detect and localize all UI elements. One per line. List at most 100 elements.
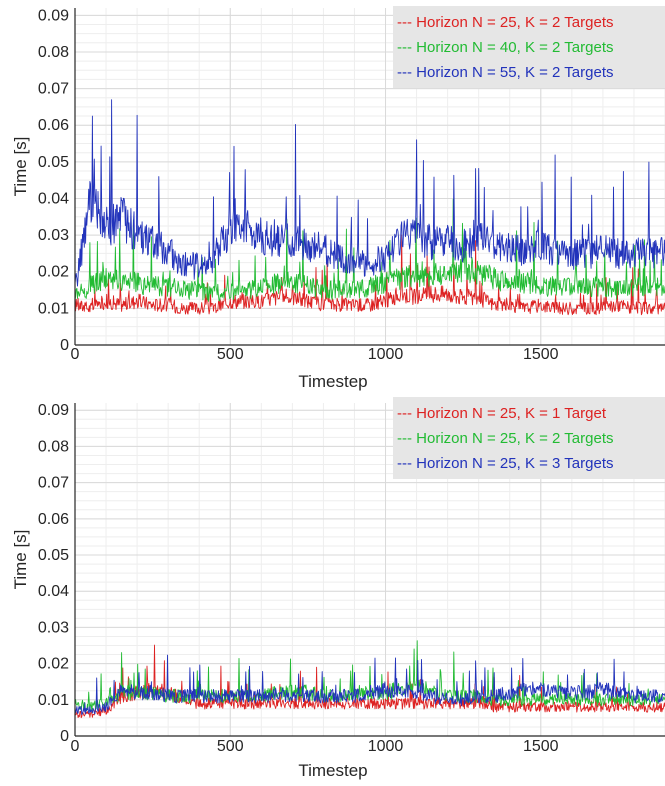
- x-tick-label: 1500: [523, 346, 559, 363]
- data-point: [509, 282, 511, 284]
- data-point: [524, 699, 526, 701]
- data-point: [136, 691, 138, 693]
- y-tick-label: 0.04: [38, 583, 69, 600]
- data-point: [493, 278, 495, 280]
- series-line-3: [74, 654, 665, 716]
- data-point: [648, 252, 650, 254]
- data-point: [648, 307, 650, 309]
- data-point: [400, 278, 402, 280]
- data-point: [462, 296, 464, 298]
- data-point: [462, 245, 464, 247]
- data-point: [509, 691, 511, 693]
- data-point: [477, 234, 479, 236]
- chart-top-svg: 0 500 1000 1500 0 0.01 0.02 0.03 0.04 0.05 0.06 0.0…: [11, 6, 665, 391]
- data-point: [446, 293, 448, 295]
- series-line-2: [74, 198, 665, 302]
- data-point: [617, 706, 619, 708]
- data-point: [214, 293, 216, 295]
- data-point: [446, 699, 448, 701]
- data-point: [493, 695, 495, 697]
- data-point: [555, 706, 557, 708]
- data-point: [602, 706, 604, 708]
- data-point: [446, 241, 448, 243]
- data-point: [493, 706, 495, 708]
- data-point: [431, 274, 433, 276]
- data-point: [260, 702, 262, 704]
- x-tick-label: 0: [71, 738, 80, 755]
- data-point: [105, 706, 107, 708]
- data-point: [571, 252, 573, 254]
- data-point: [555, 691, 557, 693]
- y-tick-label: 0.09: [38, 7, 69, 24]
- data-point: [648, 695, 650, 697]
- data-point: [571, 285, 573, 287]
- data-point: [617, 304, 619, 306]
- data-point: [291, 241, 293, 243]
- data-point: [136, 300, 138, 302]
- data-point: [245, 227, 247, 229]
- data-point: [477, 296, 479, 298]
- data-point: [369, 285, 371, 287]
- data-point: [369, 304, 371, 306]
- data-point: [648, 285, 650, 287]
- data-point: [384, 282, 386, 284]
- data-point: [415, 691, 417, 693]
- data-point: [229, 300, 231, 302]
- data-point: [229, 227, 231, 229]
- y-tick-label: 0.07: [38, 81, 69, 98]
- data-point: [245, 300, 247, 302]
- x-tick-label: 1500: [523, 738, 559, 755]
- data-point: [105, 227, 107, 229]
- data-point: [120, 216, 122, 218]
- data-point: [291, 296, 293, 298]
- data-point: [524, 706, 526, 708]
- data-point: [617, 699, 619, 701]
- y-tick-label: 0.08: [38, 44, 69, 61]
- data-point: [446, 271, 448, 273]
- data-point: [89, 713, 91, 715]
- x-tick-label: 500: [217, 738, 244, 755]
- data-point: [214, 256, 216, 258]
- data-point: [214, 307, 216, 309]
- data-point: [431, 293, 433, 295]
- data-point: [229, 289, 231, 291]
- data-point: [493, 241, 495, 243]
- data-point: [462, 267, 464, 269]
- data-point: [431, 702, 433, 704]
- data-point: [524, 282, 526, 284]
- data-point: [586, 285, 588, 287]
- data-point: [477, 271, 479, 273]
- data-point: [198, 307, 200, 309]
- data-point: [260, 234, 262, 236]
- data-point: [602, 699, 604, 701]
- data-point: [214, 695, 216, 697]
- y-tick-label: 0.07: [38, 475, 69, 492]
- data-point: [120, 304, 122, 306]
- y-tick-label: 0.05: [38, 154, 69, 171]
- legend-entry: --- Horizon N = 25, K = 1 Target: [397, 405, 607, 422]
- data-point: [198, 702, 200, 704]
- y-tick-label: 0.01: [38, 300, 69, 317]
- data-point: [89, 307, 91, 309]
- data-point: [633, 695, 635, 697]
- data-point: [307, 702, 309, 704]
- y-tick-label: 0.04: [38, 190, 69, 207]
- data-point: [89, 709, 91, 711]
- data-point: [509, 245, 511, 247]
- data-point: [555, 307, 557, 309]
- data-point: [540, 285, 542, 287]
- data-point: [369, 691, 371, 693]
- data-point: [276, 296, 278, 298]
- data-point: [524, 688, 526, 690]
- data-point: [353, 304, 355, 306]
- data-point: [400, 293, 402, 295]
- data-point: [384, 256, 386, 258]
- data-point: [400, 691, 402, 693]
- data-point: [524, 249, 526, 251]
- data-point: [353, 260, 355, 262]
- data-point: [415, 296, 417, 298]
- x-tick-label: 1000: [368, 346, 404, 363]
- data-point: [602, 285, 604, 287]
- data-point: [555, 699, 557, 701]
- data-point: [260, 285, 262, 287]
